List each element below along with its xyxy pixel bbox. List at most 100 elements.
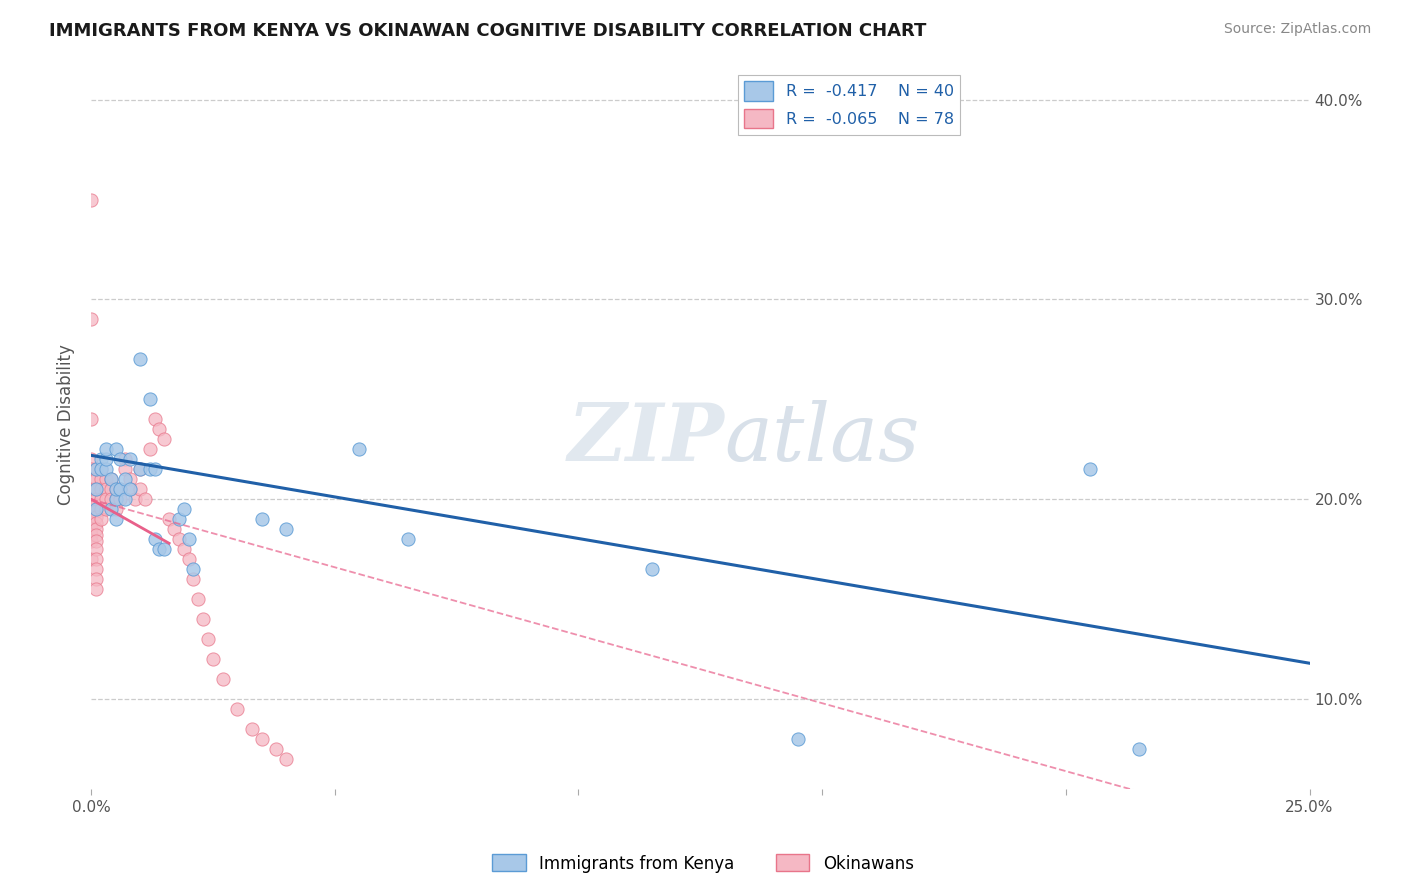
Point <box>120 483 142 497</box>
Y-axis label: Cognitive Disability: Cognitive Disability <box>58 344 75 505</box>
Point <box>84 492 107 507</box>
Point <box>138 392 160 407</box>
Point <box>94 492 117 507</box>
Point <box>80 412 103 426</box>
Text: ZIP: ZIP <box>568 401 724 478</box>
Point <box>114 492 136 507</box>
Point <box>274 522 297 536</box>
Point <box>143 412 166 426</box>
Point <box>94 452 117 467</box>
Point <box>138 462 160 476</box>
Point <box>90 483 112 497</box>
Point <box>640 562 662 576</box>
Point <box>183 562 205 576</box>
Point <box>226 702 249 716</box>
Point <box>114 452 136 467</box>
Point <box>80 534 103 549</box>
Point <box>167 533 190 547</box>
Point <box>84 582 107 597</box>
Point <box>90 502 112 516</box>
Point <box>80 552 103 566</box>
Point <box>84 483 107 497</box>
Point <box>90 462 112 476</box>
Point <box>80 499 103 513</box>
Point <box>80 452 103 467</box>
Point <box>177 552 200 566</box>
Legend: R =  -0.417    N = 40, R =  -0.065    N = 78: R = -0.417 N = 40, R = -0.065 N = 78 <box>738 75 960 135</box>
Point <box>250 732 273 747</box>
Point <box>90 492 112 507</box>
Point <box>143 462 166 476</box>
Point <box>128 462 150 476</box>
Point <box>347 442 370 457</box>
Point <box>80 462 103 476</box>
Point <box>110 483 132 497</box>
Point <box>128 352 150 367</box>
Point <box>104 512 127 526</box>
Point <box>187 592 209 607</box>
Point <box>80 528 103 542</box>
Point <box>104 502 127 516</box>
Point <box>84 462 107 476</box>
Point <box>266 742 288 756</box>
Point <box>153 542 176 557</box>
Point <box>80 504 103 518</box>
Point <box>84 510 107 524</box>
Point <box>240 722 263 736</box>
Point <box>90 472 112 486</box>
Point <box>183 572 205 586</box>
Point <box>104 483 127 497</box>
Point <box>84 534 107 549</box>
Point <box>177 533 200 547</box>
Point <box>94 472 117 486</box>
Point <box>211 672 233 686</box>
Legend: Immigrants from Kenya, Okinawans: Immigrants from Kenya, Okinawans <box>485 847 921 880</box>
Point <box>94 502 117 516</box>
Point <box>143 533 166 547</box>
Point <box>100 472 122 486</box>
Point <box>250 512 273 526</box>
Point <box>201 652 224 666</box>
Point <box>94 442 117 457</box>
Point <box>128 462 150 476</box>
Point <box>84 522 107 536</box>
Point <box>80 510 103 524</box>
Point <box>110 492 132 507</box>
Text: Source: ZipAtlas.com: Source: ZipAtlas.com <box>1223 22 1371 37</box>
Point <box>84 528 107 542</box>
Point <box>80 472 103 486</box>
Point <box>84 572 107 586</box>
Point <box>94 483 117 497</box>
Point <box>197 632 219 647</box>
Point <box>104 483 127 497</box>
Point <box>80 193 103 207</box>
Point <box>84 542 107 557</box>
Point <box>84 502 107 516</box>
Point <box>84 462 107 476</box>
Point <box>84 472 107 486</box>
Point <box>114 462 136 476</box>
Point <box>84 499 107 513</box>
Point <box>396 533 419 547</box>
Point <box>80 312 103 326</box>
Text: atlas: atlas <box>724 401 920 478</box>
Point <box>104 492 127 507</box>
Point <box>153 433 176 447</box>
Point <box>104 442 127 457</box>
Point <box>786 732 808 747</box>
Point <box>104 492 127 507</box>
Point <box>148 542 170 557</box>
Point <box>163 522 186 536</box>
Point <box>138 442 160 457</box>
Point <box>100 472 122 486</box>
Point <box>80 522 103 536</box>
Point <box>128 483 150 497</box>
Point <box>274 752 297 766</box>
Point <box>84 516 107 531</box>
Point <box>1078 462 1101 476</box>
Point <box>94 462 117 476</box>
Point <box>100 483 122 497</box>
Point <box>134 492 156 507</box>
Point <box>90 452 112 467</box>
Point <box>84 552 107 566</box>
